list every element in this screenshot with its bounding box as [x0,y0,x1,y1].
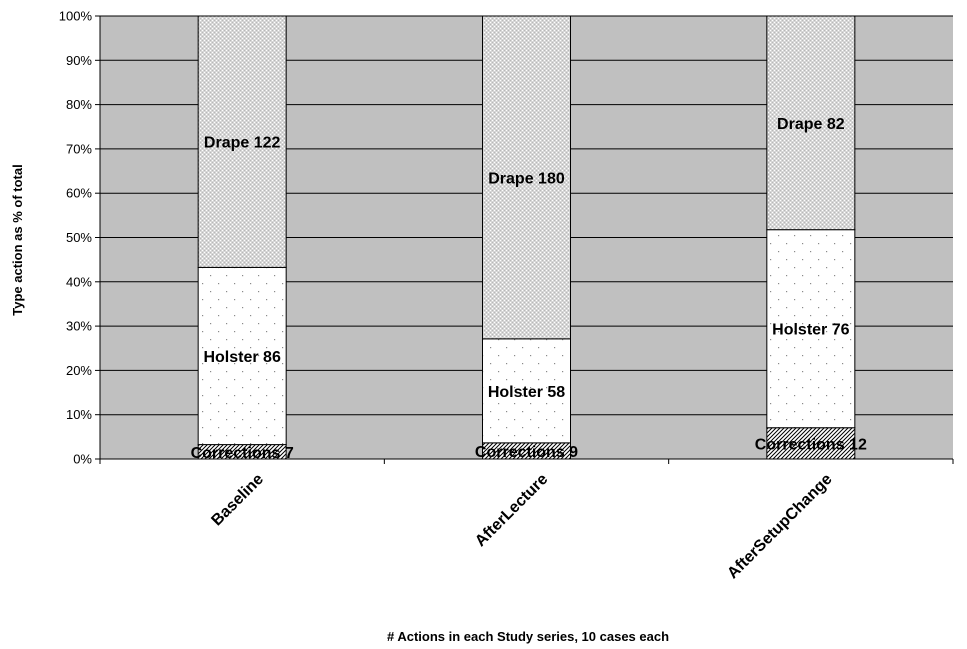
y-tick-label: 60% [66,186,92,201]
bar-stack-afterlecture [482,15,571,460]
x-tick-label: AfterLecture [472,471,551,550]
y-tick-label: 20% [66,363,92,378]
segment-label: Corrections 12 [755,436,867,453]
y-tick-label: 10% [66,407,92,422]
segment-labels: Corrections 7 Holster 86 Drape 122 Correcti… [191,116,867,462]
segment-label: Drape 180 [488,170,565,187]
y-tick-label: 90% [66,53,92,68]
x-axis-title: # Actions in each Study series, 10 cases… [387,629,669,644]
y-tick-label: 0% [73,452,92,467]
bar-segment-corrections [766,427,856,460]
bar-segment-holster [482,338,571,444]
y-tick-labels: 0% 10% 20% 30% 40% 50% 60% 70% 80% 90% 100% [59,9,93,467]
y-tick-label: 100% [59,9,93,24]
bar-segment-holster [197,266,287,446]
segment-label: Drape 82 [777,116,845,133]
y-tick-label: 50% [66,230,92,245]
segment-label: Holster 58 [488,384,565,401]
y-tick-label: 70% [66,141,92,156]
bar-segment-drape [197,15,287,268]
segment-label: Drape 122 [204,135,281,152]
segment-label: Holster 76 [772,322,849,339]
bar-segment-drape [766,15,856,231]
bar-segment-drape [482,15,571,340]
axes [95,15,954,464]
bar-stack-aftersetupchange [766,15,856,460]
y-tick-label: 30% [66,319,92,334]
x-tick-label: AfterSetupChange [724,471,835,582]
bars [197,15,856,460]
segment-label: Holster 86 [203,349,280,366]
y-axis-title: Type action as % of total [10,164,25,315]
bar-stack-baseline [197,15,287,460]
y-tick-label: 80% [66,97,92,112]
x-tick-label: Baseline [208,471,267,530]
bar-segment-holster [766,229,856,429]
x-tick-labels: Baseline AfterLecture AfterSetupChange [208,471,835,582]
segment-label: Corrections 7 [191,445,294,462]
y-tick-label: 40% [66,274,92,289]
segment-label: Corrections 9 [475,444,578,461]
